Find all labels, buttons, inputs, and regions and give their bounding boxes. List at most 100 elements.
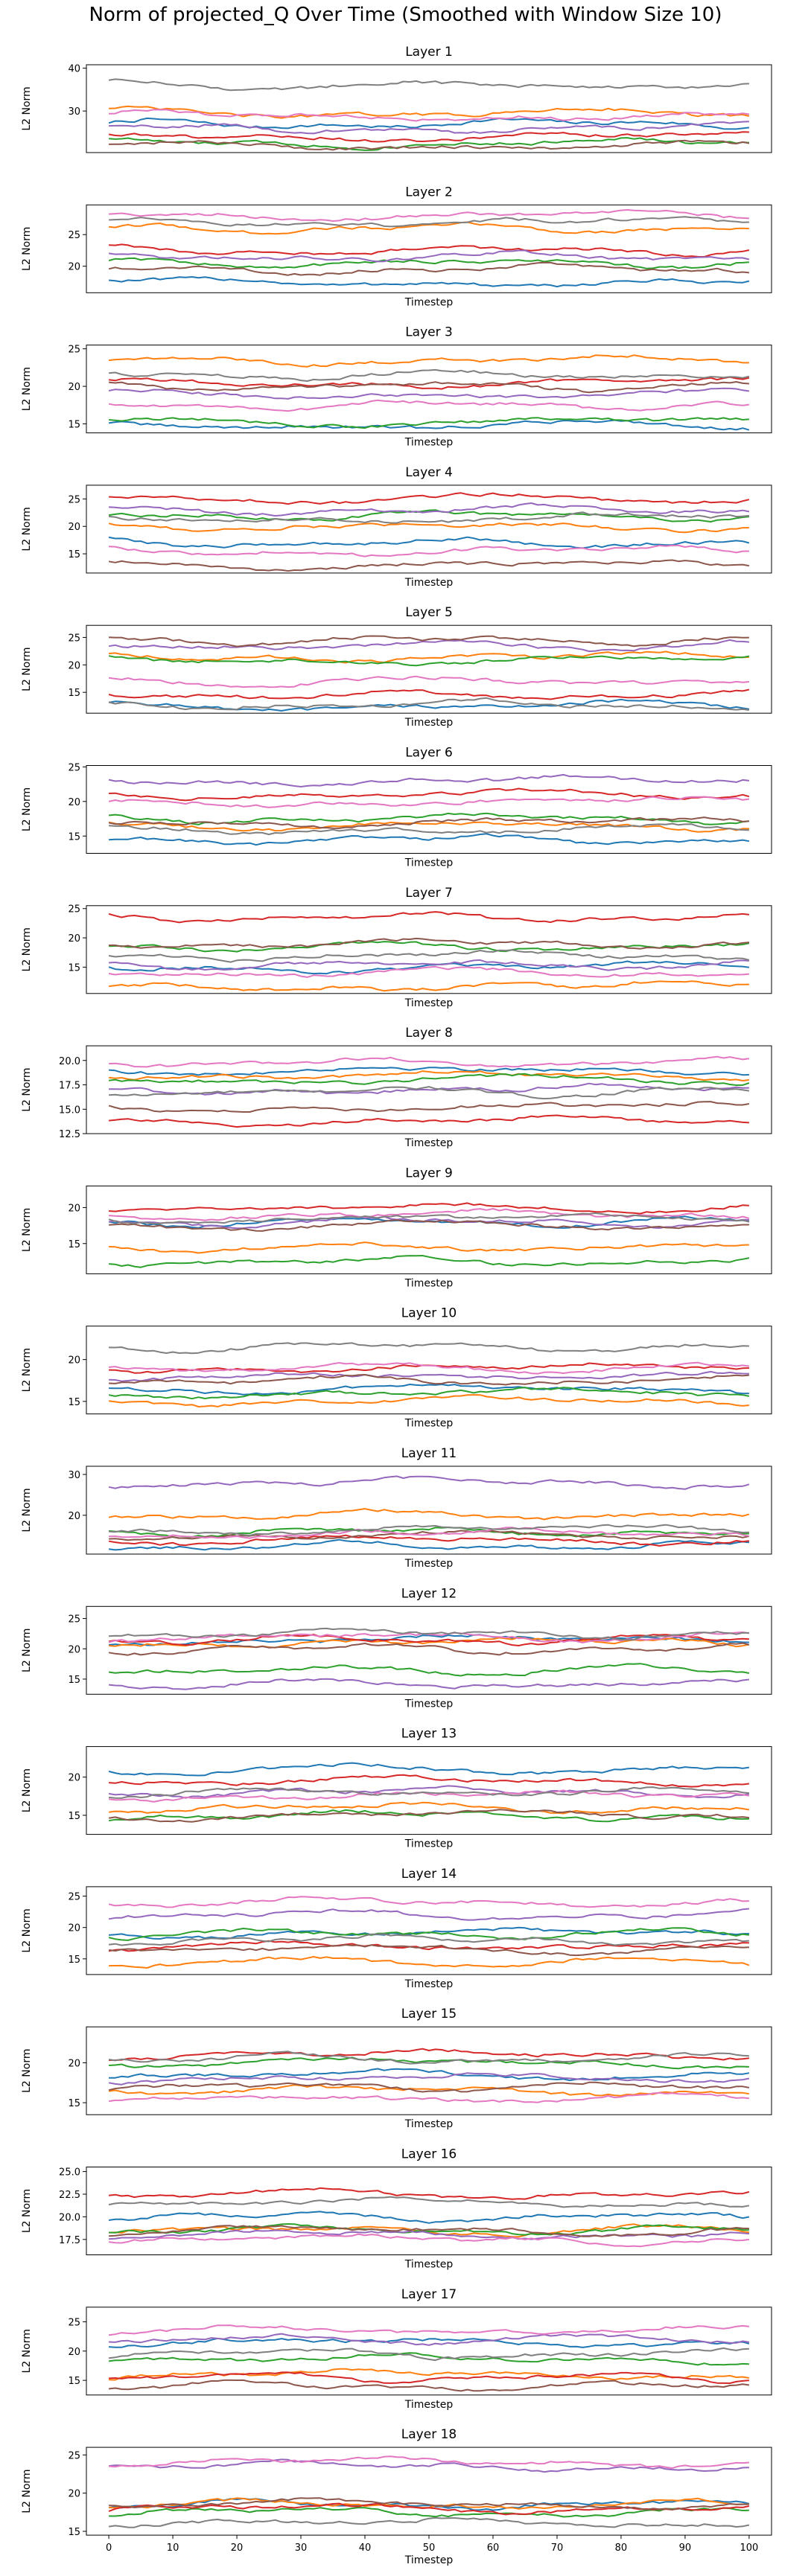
x-axis-label: Timestep	[404, 2259, 454, 2271]
plot-frame	[86, 905, 772, 994]
panel-title: Layer 18	[401, 2427, 457, 2442]
series-line	[109, 822, 749, 836]
series-line	[109, 1527, 750, 1539]
series-line	[108, 773, 750, 787]
panel-title: Layer 3	[405, 325, 453, 340]
y-tick-label: 25	[68, 904, 80, 915]
series-line	[108, 1508, 750, 1521]
y-axis-label: L2 Norm	[21, 1208, 33, 1252]
layer-panel: Layer 13 L2 Norm 15 20 Timestep	[21, 1727, 772, 1850]
series-line	[109, 2223, 749, 2236]
plot-frame	[86, 1045, 772, 1134]
y-tick-label: 25	[68, 494, 80, 505]
panel-title: Layer 2	[405, 185, 453, 199]
series-line	[109, 1956, 750, 1969]
y-tick-label: 15	[68, 1397, 80, 1408]
y-tick-label: 20	[68, 1644, 80, 1655]
y-tick-label: 25	[68, 230, 80, 241]
series-line	[108, 1475, 750, 1490]
series-line	[109, 1208, 750, 1221]
y-axis-label: L2 Norm	[21, 1348, 33, 1392]
plot-frame	[86, 2026, 772, 2115]
series-line	[109, 2068, 750, 2082]
x-axis-label: Timestep	[404, 1418, 454, 1430]
series-line	[108, 1809, 750, 1823]
series-line	[108, 1927, 750, 1941]
series-line	[109, 1627, 749, 1641]
y-axis-label: L2 Norm	[21, 1067, 33, 1111]
y-tick-label: 15	[68, 962, 80, 974]
y-axis-label: L2 Norm	[21, 2049, 33, 2093]
y-tick-label: 20	[68, 1923, 80, 1934]
series-line	[108, 2211, 750, 2224]
y-tick-label: 20	[68, 262, 80, 273]
series-line	[108, 1933, 749, 1946]
layer-panel: Layer 2 L2 Norm 20 25 Timestep	[21, 185, 772, 308]
y-tick-label: 20	[68, 660, 80, 671]
series-line	[108, 698, 750, 712]
series-line	[108, 261, 750, 276]
series-line	[109, 1255, 750, 1268]
series-line	[108, 1387, 750, 1400]
y-tick-label: 20	[68, 522, 80, 533]
series-line	[108, 1786, 749, 1799]
plot-frame	[86, 1746, 772, 1835]
series-line	[108, 697, 750, 711]
series-line	[109, 2368, 750, 2381]
series-line	[109, 1342, 749, 1355]
y-tick-label: 20	[68, 933, 80, 945]
plot-frame	[86, 64, 772, 153]
y-tick-label: 25	[68, 633, 80, 644]
series-line	[108, 2091, 749, 2103]
series-line	[108, 2352, 749, 2366]
series-line	[109, 2458, 749, 2473]
y-tick-label: 20	[68, 1203, 80, 1214]
layer-panel: Layer 14 L2 Norm 15 20 25 Timestep	[21, 1867, 772, 1990]
series-line	[109, 502, 750, 517]
series-line	[108, 1908, 749, 1921]
series-line	[108, 1785, 750, 1799]
y-axis-label: L2 Norm	[21, 227, 33, 271]
y-tick-label: 17.5	[59, 1081, 80, 1092]
series-line	[108, 675, 749, 688]
series-line	[109, 1524, 749, 1537]
series-line	[108, 131, 749, 143]
series-line	[108, 816, 749, 829]
y-tick-label: 25	[68, 2317, 80, 2328]
y-tick-label: 20	[68, 2347, 80, 2358]
series-line	[109, 635, 749, 648]
y-tick-label: 22.5	[59, 2190, 80, 2201]
series-line	[109, 544, 749, 557]
series-line	[108, 536, 750, 549]
plot-frame	[86, 345, 772, 434]
x-axis-label: Timestep	[404, 1277, 454, 1289]
series-line	[108, 1070, 750, 1081]
series-line	[108, 949, 750, 963]
series-line	[108, 980, 749, 992]
series-line	[109, 651, 749, 664]
y-tick-label: 25	[68, 762, 80, 773]
layer-panel: Layer 15 L2 Norm 15 20 Timestep	[21, 2007, 772, 2130]
x-tick-label: 40	[359, 2543, 372, 2554]
series-line	[108, 117, 750, 130]
series-line	[108, 1634, 749, 1646]
layer-panel: Layer 1 L2 Norm 30 40	[21, 45, 772, 153]
plot-frame	[86, 1185, 772, 1274]
series-line	[109, 787, 750, 802]
series-line	[109, 1067, 749, 1076]
x-axis-label: Timestep	[404, 1978, 454, 1990]
series-line	[109, 1202, 749, 1215]
panel-title: Layer 17	[401, 2287, 457, 2302]
series-line	[108, 257, 749, 269]
layer-panel: Layer 5 L2 Norm 15 20 25 Timestep	[21, 605, 772, 729]
y-axis-label: L2 Norm	[21, 1768, 33, 1812]
y-tick-label: 20.0	[59, 2212, 80, 2223]
panel-title: Layer 7	[405, 886, 453, 901]
series-line	[109, 109, 750, 122]
series-line	[108, 249, 750, 263]
y-tick-label: 15	[68, 1811, 80, 1822]
series-line	[109, 1055, 750, 1068]
y-axis-label: L2 Norm	[21, 86, 33, 130]
plot-frame	[86, 1886, 772, 1975]
